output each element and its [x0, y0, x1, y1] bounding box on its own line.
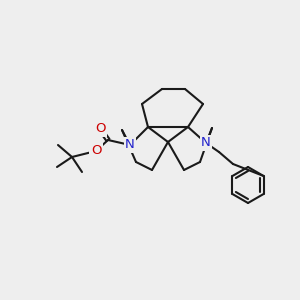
Text: O: O: [95, 122, 105, 136]
Text: O: O: [91, 145, 101, 158]
Text: N: N: [125, 139, 135, 152]
Text: N: N: [201, 136, 211, 149]
